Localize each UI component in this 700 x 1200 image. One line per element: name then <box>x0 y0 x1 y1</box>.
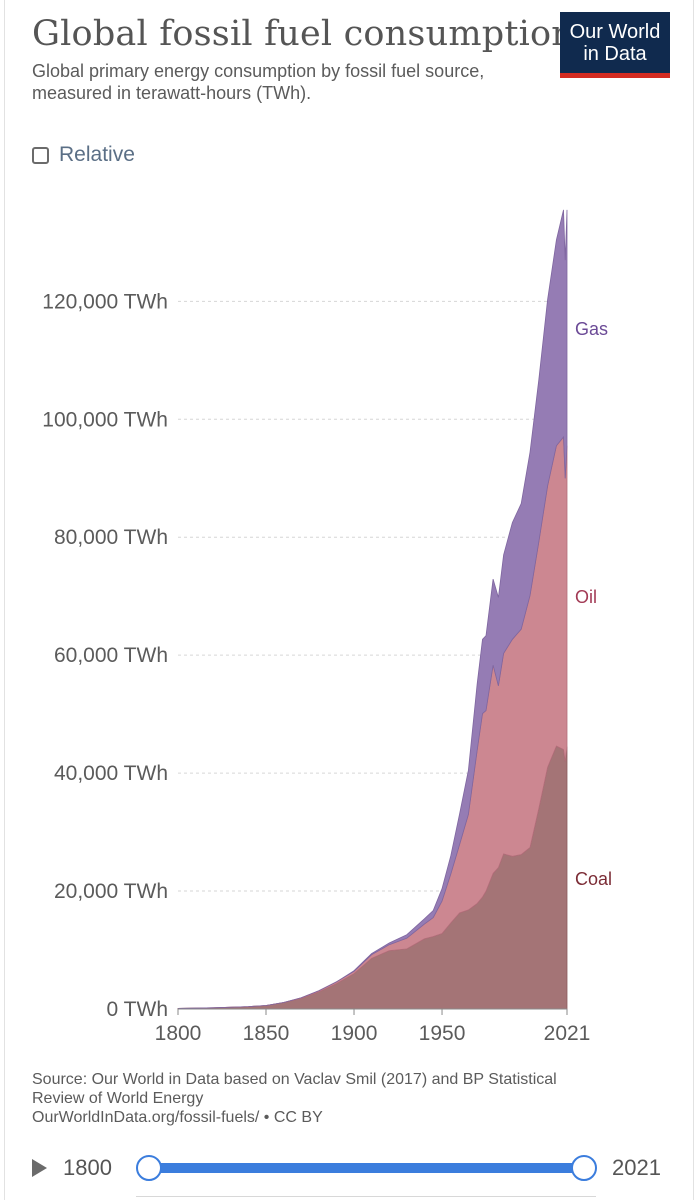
y-tick-label: 100,000 TWh <box>42 408 168 431</box>
y-tick-label: 40,000 TWh <box>54 762 168 785</box>
timeline-end-handle[interactable] <box>571 1155 597 1181</box>
play-icon[interactable] <box>32 1159 47 1177</box>
source-line-3: OurWorldInData.org/fossil-fuels/ • CC BY <box>32 1109 323 1126</box>
series-label-gas: Gas <box>575 319 608 339</box>
owid-logo[interactable]: Our World in Data <box>560 12 670 78</box>
series-label-oil: Oil <box>575 587 597 607</box>
source-line-1: Source: Our World in Data based on Vacla… <box>32 1071 557 1088</box>
fossil-fuel-area-chart: 0 TWh 20,000 TWh 40,000 TWh 60,000 TWh 80,00… <box>42 209 612 1045</box>
y-tick-label: 120,000 TWh <box>42 290 168 313</box>
chart-subtitle: Global primary energy consumption by fos… <box>32 61 485 103</box>
series-label-coal: Coal <box>575 869 612 889</box>
source-line-2: Review of World Energy <box>32 1090 204 1107</box>
logo-accent-bar <box>560 73 670 78</box>
chart-title: Global fossil fuel consumption <box>32 14 574 54</box>
timeline-start-handle[interactable] <box>136 1155 162 1181</box>
timeline-start-year: 1800 <box>63 1155 112 1180</box>
timeline-end-year: 2021 <box>612 1155 661 1180</box>
x-tick-label: 1900 <box>331 1022 378 1045</box>
x-tick-label: 1800 <box>155 1022 202 1045</box>
chart-frame <box>4 0 694 1200</box>
relative-toggle[interactable]: Relative <box>32 143 135 167</box>
relative-label: Relative <box>59 143 135 166</box>
y-tick-label: 60,000 TWh <box>54 644 168 667</box>
bottom-divider <box>136 1196 596 1197</box>
timeline-track[interactable] <box>148 1163 584 1173</box>
x-tick-label: 2021 <box>544 1022 591 1045</box>
relative-checkbox[interactable] <box>32 146 49 164</box>
y-tick-label: 0 TWh <box>107 998 168 1021</box>
source-note: Source: Our World in Data based on Vacla… <box>32 1070 652 1127</box>
logo-line-2: in Data <box>583 43 647 65</box>
y-tick-label: 20,000 TWh <box>54 880 168 903</box>
x-tick-label: 1850 <box>243 1022 290 1045</box>
x-tick-label: 1950 <box>419 1022 466 1045</box>
area-gas <box>177 209 568 1009</box>
logo-line-1: Our World <box>569 21 661 43</box>
y-tick-label: 80,000 TWh <box>54 526 168 549</box>
